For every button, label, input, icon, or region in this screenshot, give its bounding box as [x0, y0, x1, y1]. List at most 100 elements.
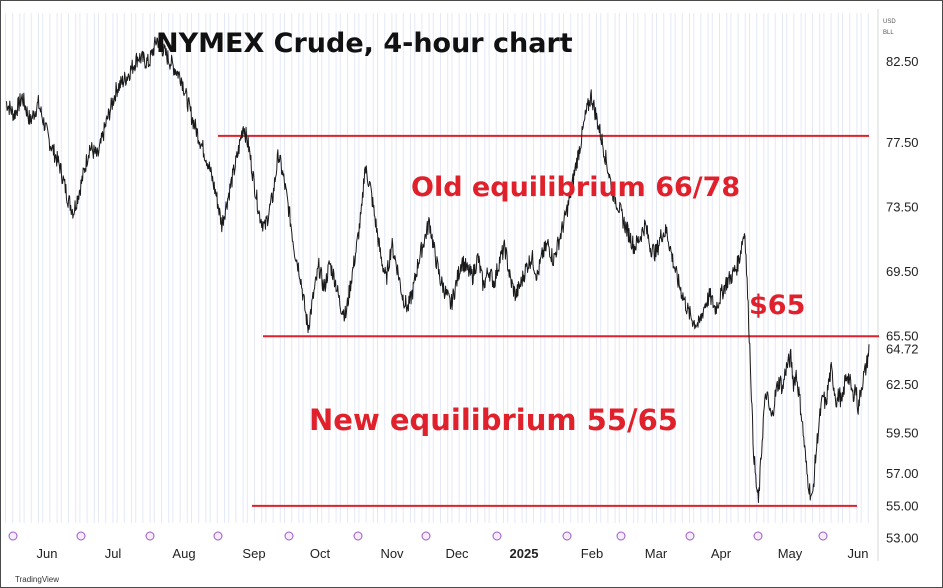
session-band: [581, 13, 583, 523]
session-band: [131, 13, 132, 523]
event-marker-icon: [492, 531, 502, 541]
session-band: [279, 13, 281, 523]
level-lines: [218, 134, 879, 507]
session-band: [372, 13, 374, 523]
session-band: [867, 13, 869, 523]
event-marker-icon: [353, 531, 363, 541]
session-band: [198, 13, 200, 523]
session-band: [284, 13, 285, 523]
session-band: [302, 13, 304, 523]
session-band: [161, 13, 162, 523]
session-band: [98, 13, 99, 523]
session-band: [402, 13, 404, 523]
event-marker-icon: [76, 531, 86, 541]
annotation-level-65: $65: [749, 290, 805, 321]
session-band: [730, 13, 732, 523]
x-tick-label: Dec: [445, 546, 469, 561]
x-tick-label: Sep: [242, 546, 265, 561]
session-band: [205, 13, 207, 523]
session-band: [488, 13, 490, 523]
event-marker-icon: [753, 531, 763, 541]
session-band: [451, 13, 453, 523]
session-band: [842, 13, 843, 523]
session-band: [804, 13, 806, 523]
session-band: [365, 13, 367, 523]
session-band: [719, 13, 720, 523]
session-band: [168, 13, 170, 523]
session-band: [782, 13, 783, 523]
y-tick-label: 53.00: [886, 531, 919, 546]
chart-title: NYMEX Crude, 4-hour chart: [156, 28, 573, 59]
session-band: [749, 13, 750, 523]
session-band: [651, 13, 653, 523]
session-band: [570, 13, 572, 523]
session-band: [309, 13, 311, 523]
session-band: [246, 13, 248, 523]
session-band: [540, 13, 542, 523]
session-band: [391, 13, 393, 523]
x-tick-label: 2025: [510, 546, 539, 561]
session-band: [93, 13, 95, 523]
x-tick-label: Jun: [848, 546, 869, 561]
session-band: [558, 13, 560, 523]
session-band: [149, 13, 151, 523]
y-tick-label: 62.50: [886, 377, 919, 392]
session-band: [700, 13, 702, 523]
session-band: [830, 13, 832, 523]
session-band: [819, 13, 821, 523]
session-band: [823, 13, 825, 523]
session-band: [354, 13, 356, 523]
x-tick-label: Oct: [310, 546, 331, 561]
session-band: [849, 13, 851, 523]
x-tick-label: Nov: [380, 546, 404, 561]
x-tick-label: May: [778, 546, 803, 561]
session-band: [49, 13, 51, 523]
session-band: [596, 13, 597, 523]
session-band: [674, 13, 676, 523]
session-band: [440, 13, 441, 523]
session-band: [228, 13, 230, 523]
x-tick-label: Feb: [581, 546, 603, 561]
session-band: [812, 13, 813, 523]
session-band: [272, 13, 274, 523]
session-band: [484, 13, 486, 523]
session-band: [588, 13, 590, 523]
session-band: [633, 13, 635, 523]
event-marker-icon: [213, 531, 223, 541]
session-band: [663, 13, 665, 523]
y-tick-label: 55.00: [886, 498, 919, 513]
event-marker-icon: [284, 531, 294, 541]
session-band: [432, 13, 434, 523]
event-marker-icon: [8, 531, 18, 541]
session-band: [86, 13, 88, 523]
session-band: [421, 13, 423, 523]
session-band: [339, 13, 341, 523]
session-band: [79, 13, 81, 523]
x-tick-label: Jul: [105, 546, 122, 561]
session-band: [242, 13, 244, 523]
session-band: [614, 13, 616, 523]
session-band: [135, 13, 137, 523]
session-band: [261, 13, 263, 523]
currency-label: USD: [883, 19, 896, 25]
session-band: [291, 13, 293, 523]
session-band: [503, 13, 504, 523]
session-band: [856, 13, 858, 523]
x-tick-label: Apr: [711, 546, 732, 561]
session-band: [786, 13, 788, 523]
session-band: [689, 13, 690, 523]
session-band: [235, 13, 237, 523]
session-band: [726, 13, 728, 523]
session-band: [191, 13, 192, 523]
session-band: [321, 13, 323, 523]
session-band: [711, 13, 713, 523]
session-band: [179, 13, 181, 523]
session-band: [23, 13, 25, 523]
session-band: [209, 13, 211, 523]
session-band: [618, 13, 620, 523]
session-band: [75, 13, 77, 523]
annotation-new-equilibrium: New equilibrium 55/65: [309, 403, 678, 437]
session-band: [693, 13, 695, 523]
session-band: [707, 13, 709, 523]
